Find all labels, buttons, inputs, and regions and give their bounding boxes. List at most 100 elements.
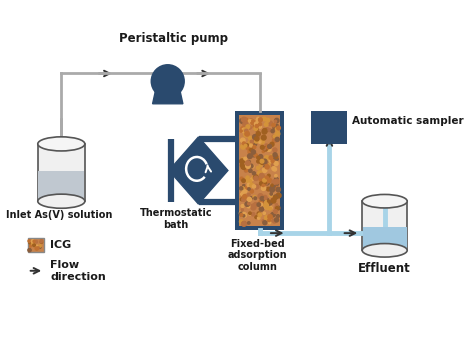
Circle shape (265, 165, 268, 169)
Circle shape (240, 212, 244, 216)
Circle shape (258, 213, 262, 217)
Circle shape (260, 182, 263, 185)
Bar (362, 201, 407, 250)
Circle shape (252, 172, 255, 175)
Circle shape (246, 176, 249, 179)
Circle shape (29, 245, 31, 247)
Circle shape (269, 156, 273, 159)
Circle shape (266, 187, 270, 191)
Circle shape (246, 144, 248, 146)
Circle shape (245, 170, 246, 172)
Circle shape (264, 162, 267, 164)
Circle shape (252, 185, 255, 188)
Circle shape (250, 190, 254, 193)
Circle shape (270, 193, 273, 195)
Circle shape (268, 129, 271, 132)
Circle shape (250, 197, 253, 199)
Circle shape (247, 222, 250, 224)
Circle shape (272, 158, 276, 162)
Circle shape (264, 179, 266, 181)
Circle shape (259, 154, 263, 159)
Circle shape (264, 181, 267, 184)
Circle shape (255, 216, 257, 219)
Circle shape (40, 241, 43, 243)
Bar (311, 111, 347, 144)
Circle shape (258, 203, 261, 207)
Circle shape (243, 195, 247, 199)
Circle shape (276, 182, 279, 186)
Circle shape (266, 201, 270, 205)
Circle shape (242, 166, 246, 169)
Circle shape (268, 121, 273, 126)
Circle shape (248, 126, 251, 129)
Circle shape (266, 162, 268, 164)
Circle shape (273, 148, 277, 152)
Circle shape (275, 128, 278, 130)
Circle shape (262, 175, 264, 177)
Circle shape (273, 135, 276, 138)
Circle shape (271, 184, 273, 186)
Circle shape (263, 178, 266, 182)
Circle shape (262, 150, 264, 152)
Circle shape (257, 171, 262, 175)
Circle shape (243, 122, 248, 127)
Circle shape (250, 140, 253, 143)
Circle shape (239, 211, 243, 215)
Circle shape (265, 128, 269, 132)
Bar (28, 238, 44, 252)
Circle shape (251, 144, 255, 148)
Circle shape (251, 205, 256, 210)
Circle shape (245, 129, 248, 133)
Circle shape (260, 181, 264, 186)
Circle shape (273, 155, 277, 159)
Circle shape (264, 201, 268, 204)
Polygon shape (169, 137, 228, 204)
Circle shape (253, 146, 256, 148)
Circle shape (247, 203, 250, 205)
Circle shape (271, 198, 276, 203)
Text: Inlet As(V) solution: Inlet As(V) solution (6, 210, 112, 220)
Text: Effluent: Effluent (358, 262, 411, 275)
Circle shape (244, 145, 247, 147)
Circle shape (267, 174, 270, 177)
Circle shape (247, 154, 252, 159)
Circle shape (273, 210, 277, 213)
Circle shape (263, 221, 267, 225)
Circle shape (241, 118, 244, 121)
Circle shape (254, 176, 258, 180)
Text: Fixed-bed
adsorption
column: Fixed-bed adsorption column (228, 239, 288, 272)
Circle shape (257, 160, 260, 163)
Circle shape (248, 136, 252, 140)
Circle shape (245, 167, 249, 172)
Circle shape (240, 130, 242, 132)
Circle shape (276, 214, 279, 218)
Circle shape (270, 186, 273, 188)
Circle shape (247, 183, 251, 187)
Circle shape (272, 123, 275, 127)
Circle shape (263, 195, 267, 199)
Circle shape (269, 159, 273, 163)
Circle shape (151, 64, 185, 99)
Circle shape (249, 147, 254, 151)
Circle shape (247, 145, 250, 148)
Circle shape (274, 120, 277, 122)
Circle shape (257, 203, 261, 206)
Circle shape (248, 182, 252, 186)
Circle shape (249, 213, 251, 216)
Circle shape (254, 153, 257, 157)
Circle shape (259, 207, 264, 211)
Circle shape (245, 223, 247, 225)
Circle shape (242, 214, 245, 217)
Circle shape (273, 138, 276, 143)
Circle shape (259, 174, 264, 178)
Circle shape (266, 145, 270, 149)
Circle shape (245, 178, 249, 182)
Circle shape (267, 203, 271, 206)
Circle shape (264, 188, 265, 190)
Circle shape (246, 146, 251, 150)
Circle shape (251, 120, 255, 124)
Circle shape (241, 119, 245, 123)
Circle shape (255, 137, 259, 141)
Circle shape (253, 195, 256, 198)
Circle shape (267, 178, 272, 183)
